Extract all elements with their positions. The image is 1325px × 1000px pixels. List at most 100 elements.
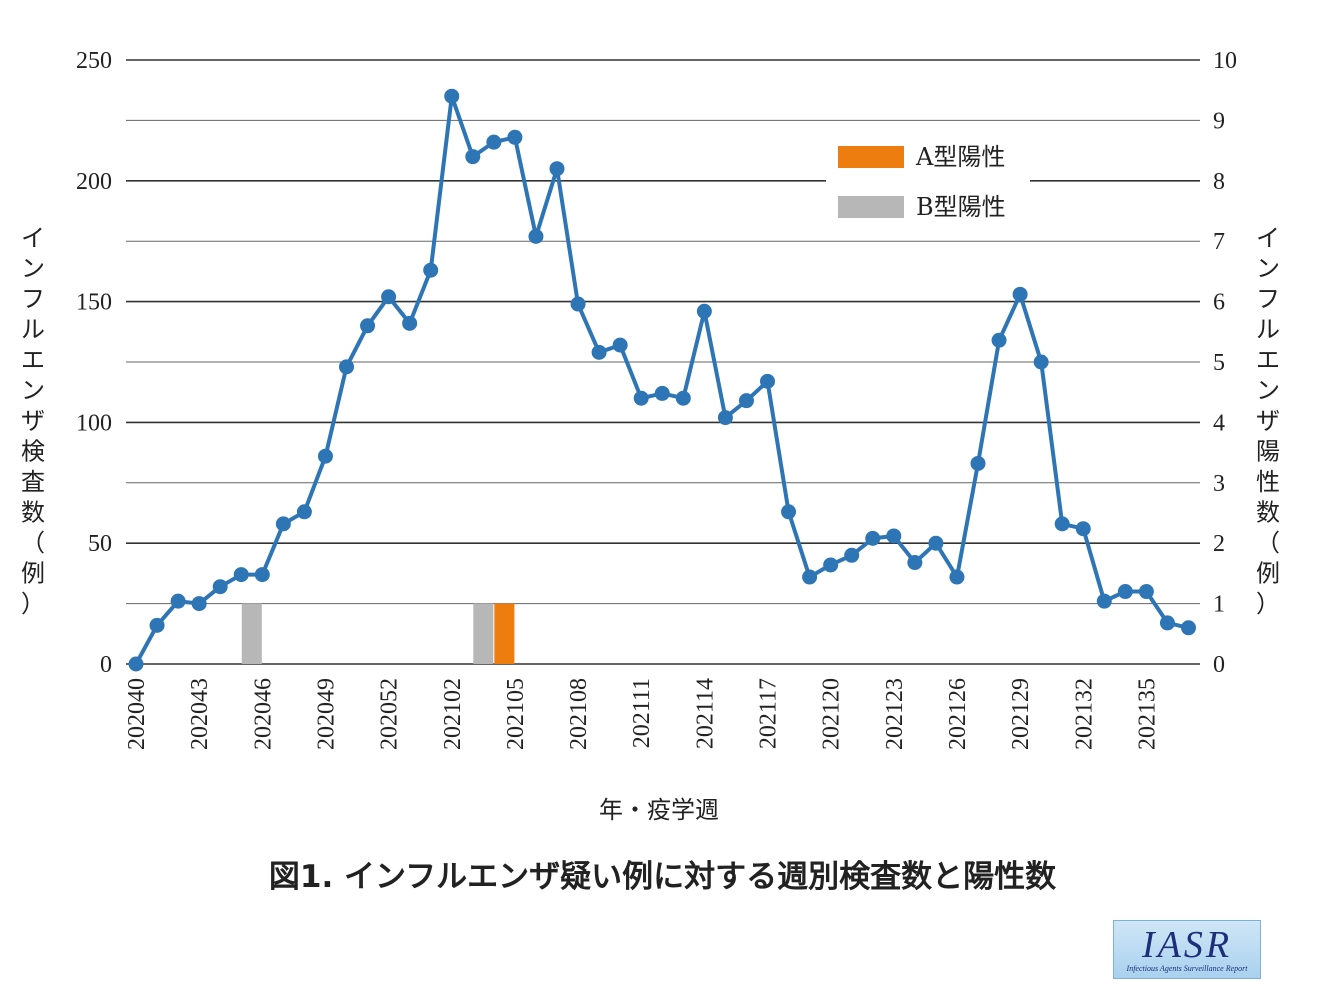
y-tick-right: 5	[1213, 350, 1225, 376]
axis-title-char: ル	[21, 316, 45, 344]
x-tick-label: 202135	[1134, 678, 1160, 750]
data-point	[949, 569, 965, 585]
x-tick-label: 202132	[1071, 678, 1097, 750]
x-tick-label: 202102	[440, 678, 466, 750]
y-tick-right: 3	[1213, 471, 1225, 497]
axis-title-char: 例	[1256, 560, 1280, 588]
y-tick-right: 10	[1213, 48, 1237, 74]
x-tick-label: 202120	[819, 678, 845, 750]
data-point	[696, 303, 712, 319]
data-point	[465, 149, 481, 165]
y-tick-left: 50	[88, 531, 112, 557]
axis-title-char: （	[1256, 529, 1280, 557]
y-tick-right: 7	[1213, 229, 1225, 255]
axis-title-char: エ	[21, 346, 45, 374]
x-tick-label: 202123	[882, 678, 908, 750]
y-tick-right: 1	[1213, 592, 1225, 618]
y-tick-right: 9	[1213, 108, 1225, 134]
y-tick-right: 2	[1213, 531, 1225, 557]
data-point	[275, 516, 291, 532]
x-tick-label: 202046	[250, 678, 276, 750]
axis-title-char: ）	[21, 590, 45, 618]
data-point	[991, 332, 1007, 348]
data-point	[781, 504, 797, 520]
left-y-axis-ticks: 0 50 100 150 200 250	[76, 48, 112, 678]
data-point	[423, 262, 439, 278]
x-axis-ticks: 202040 202043 202046 202049 202052 202102 2021…	[124, 678, 1160, 750]
axis-title-char: 査	[21, 468, 45, 496]
legend-swatch	[838, 196, 904, 218]
data-point	[612, 337, 628, 353]
legend-label: A型陽性	[915, 143, 1005, 171]
right-y-axis-title: インフルエンザ陽性数（例）	[1256, 224, 1280, 618]
axis-title-char: 数	[21, 499, 45, 527]
x-tick-label: 202114	[692, 678, 718, 749]
x-tick-label: 202105	[503, 678, 529, 750]
data-point	[1138, 584, 1154, 600]
data-point	[1096, 593, 1112, 609]
x-tick-label: 202129	[1008, 678, 1034, 750]
axis-title-char: ン	[1256, 377, 1280, 405]
data-point	[528, 228, 544, 244]
data-point	[507, 129, 523, 145]
y-tick-left: 0	[100, 652, 112, 678]
axis-title-char: ル	[1256, 316, 1280, 344]
legend: A型陽性 B型陽性	[826, 132, 1030, 232]
data-point	[191, 596, 207, 612]
iasr-logo: IASR Infectious Agents Surveillance Repo…	[1113, 920, 1261, 979]
y-tick-right: 4	[1213, 410, 1225, 436]
x-tick-label: 202111	[629, 678, 655, 748]
data-point	[1033, 354, 1049, 370]
y-tick-right: 6	[1213, 290, 1225, 316]
data-point	[170, 593, 186, 609]
data-point	[149, 617, 165, 633]
data-point	[296, 504, 312, 520]
x-tick-label: 202117	[756, 678, 782, 749]
x-axis-title: 年・疫学週	[599, 796, 719, 824]
data-point	[823, 557, 839, 573]
data-point	[381, 289, 397, 305]
axis-title-char: ザ	[1256, 407, 1280, 435]
x-tick-label: 202049	[313, 678, 339, 750]
data-point	[970, 455, 986, 471]
right-y-axis-ticks: 0 1 2 3 4 5 6 7 8 9 10	[1213, 48, 1237, 678]
data-point	[928, 535, 944, 551]
data-point	[317, 448, 333, 464]
data-point	[886, 528, 902, 544]
data-point	[233, 567, 249, 583]
x-tick-label: 202126	[945, 678, 971, 750]
data-point	[1117, 584, 1133, 600]
axis-title-char: 検	[21, 438, 45, 466]
legend-swatch	[838, 146, 904, 168]
axis-title-char: フ	[1256, 285, 1280, 313]
data-point	[907, 555, 923, 571]
y-tick-left: 250	[76, 48, 112, 74]
data-point	[760, 373, 775, 389]
data-point	[570, 296, 586, 312]
line-series	[128, 88, 1196, 672]
figure-caption: 図1. インフルエンザ疑い例に対する週別検査数と陽性数	[268, 859, 1057, 895]
axis-title-char: ン	[1256, 255, 1280, 283]
data-point	[549, 161, 565, 177]
data-point	[254, 567, 270, 583]
axis-title-char: ン	[21, 255, 45, 283]
data-point	[402, 315, 418, 331]
axis-title-char: 性	[1256, 468, 1280, 496]
data-point	[339, 359, 354, 375]
data-point	[128, 656, 144, 672]
x-tick-label: 202043	[187, 678, 213, 750]
axis-title-char: 例	[21, 560, 45, 588]
left-y-axis-title: インフルエンザ検査数（例）	[21, 224, 45, 618]
axis-title-char: イ	[21, 224, 45, 252]
gridlines	[126, 59, 1200, 665]
data-point	[844, 547, 860, 563]
logo-text: IASR	[1141, 924, 1233, 966]
data-point	[1075, 521, 1091, 537]
axis-title-char: 陽	[1256, 438, 1280, 466]
data-point	[444, 88, 460, 104]
data-point	[360, 318, 376, 334]
bar	[473, 603, 494, 664]
data-point	[633, 390, 649, 406]
